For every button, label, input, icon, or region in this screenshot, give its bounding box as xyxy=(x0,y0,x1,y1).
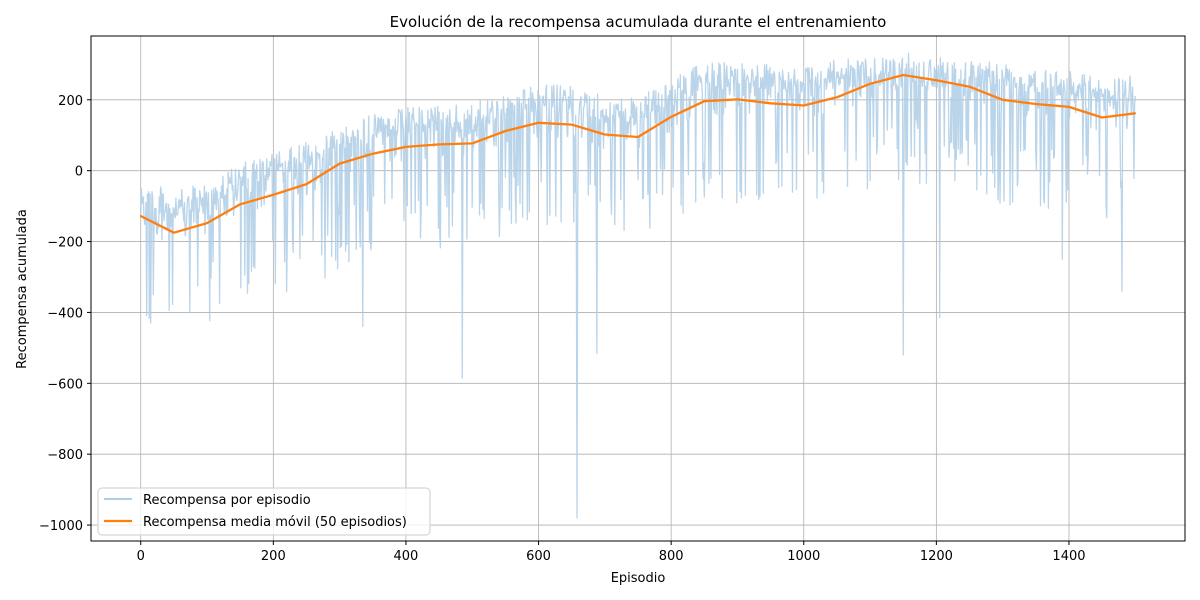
plot-series xyxy=(139,52,1137,519)
legend-label-moving-average: Recompensa media móvil (50 episodios) xyxy=(143,515,407,530)
moving-average-point xyxy=(438,143,440,146)
episode-reward-line xyxy=(140,52,1136,519)
moving-average-point xyxy=(1068,105,1070,108)
y-tick-label: −200 xyxy=(47,236,83,251)
moving-average-point xyxy=(802,104,805,107)
moving-average-point xyxy=(935,79,938,82)
moving-average-point xyxy=(603,133,606,136)
moving-average-point xyxy=(338,162,341,165)
moving-average-point xyxy=(272,193,275,196)
moving-average-point xyxy=(637,136,639,138)
moving-average-point xyxy=(703,100,706,103)
y-tick-label: −400 xyxy=(47,306,83,321)
y-tick-label: 200 xyxy=(58,94,83,109)
moving-average-point xyxy=(968,85,971,88)
x-axis-label: Episodio xyxy=(611,571,666,586)
plot-frame xyxy=(90,35,1186,542)
moving-average-point xyxy=(902,74,905,76)
moving-average-point xyxy=(206,222,208,225)
moving-average-point xyxy=(172,231,175,234)
chart-title: Evolución de la recompensa acumulada dur… xyxy=(390,13,887,31)
moving-average-point xyxy=(869,82,871,85)
moving-average-point xyxy=(504,130,507,132)
x-tick-label: 600 xyxy=(526,549,551,564)
y-tick-label: −800 xyxy=(47,448,83,463)
x-tick-label: 800 xyxy=(659,549,684,564)
moving-average-point xyxy=(570,123,573,126)
moving-average-point xyxy=(736,98,739,101)
moving-average-point xyxy=(239,203,242,206)
moving-average-point xyxy=(1134,112,1137,115)
x-tick-label: 200 xyxy=(261,549,286,564)
legend-label-episode-reward: Recompensa por episodio xyxy=(143,493,311,508)
legend: Recompensa por episodio Recompensa media… xyxy=(97,487,431,536)
x-tick-label: 1000 xyxy=(787,549,820,564)
moving-average-point xyxy=(305,183,308,186)
moving-average-point xyxy=(1034,103,1037,105)
moving-average-point xyxy=(670,115,673,118)
y-axis-label: Recompensa acumulada xyxy=(15,209,30,369)
x-tick-label: 1400 xyxy=(1052,549,1085,564)
moving-average-point xyxy=(836,96,838,99)
legend-box xyxy=(97,487,431,536)
moving-average-point xyxy=(371,152,374,155)
moving-average-point xyxy=(471,142,474,145)
y-tick-label: −1000 xyxy=(39,519,83,534)
moving-average-point xyxy=(139,215,142,217)
x-tick-label: 1200 xyxy=(920,549,953,564)
x-tick-label: 400 xyxy=(394,549,419,564)
y-tick-label: −600 xyxy=(47,377,83,392)
moving-average-point xyxy=(537,121,540,124)
x-tick-label: 0 xyxy=(137,549,145,564)
moving-average-point xyxy=(405,146,407,148)
axis-ticks: 0 200 400 600 800 1000 1200 1400 −1000 −800 −600 −4… xyxy=(39,94,1086,564)
moving-average-point xyxy=(1001,98,1004,101)
y-tick-label: 0 xyxy=(75,165,83,180)
moving-average-point xyxy=(1101,116,1104,119)
moving-average-point xyxy=(769,102,772,105)
